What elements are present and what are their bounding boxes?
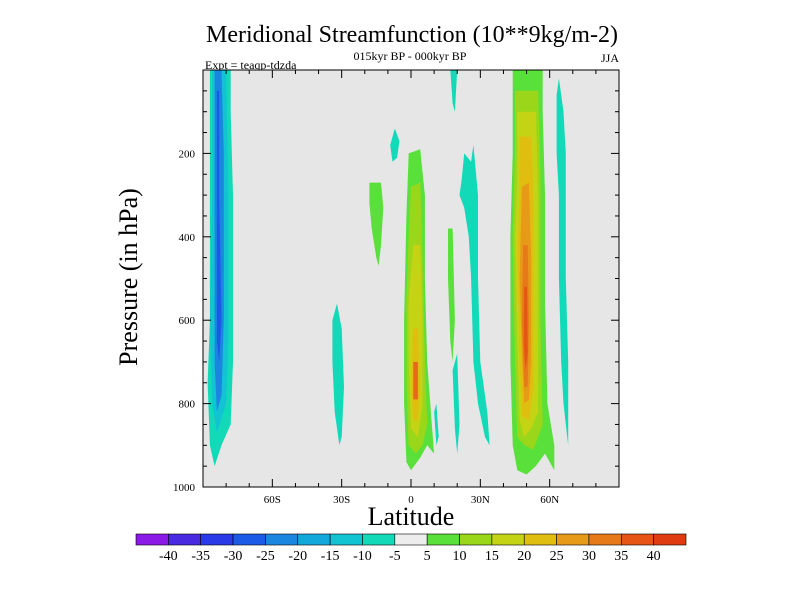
contour-region-11 [413,361,418,400]
colorbar-label: 10 [453,549,467,564]
colorbar-swatch [653,533,687,546]
contour-region-4 [332,303,344,446]
x-axis-ticks: 60S 30S 0 30N 60N [225,70,597,506]
x-tick-label: 0 [408,494,414,506]
contour-region-24 [556,78,569,446]
colorbar-label: 20 [517,549,531,564]
x-axis-label: Latitude [368,502,455,531]
colorbar-swatch [265,533,299,546]
colorbar-label: -40 [159,549,178,564]
contour-region-23 [523,286,528,371]
contour-region-14 [459,145,490,446]
x-tick-label: 30N [471,494,490,506]
colorbar-label: 25 [550,549,564,564]
colorbar-swatch [588,533,622,546]
plot-area: 60S 30S 0 30N 60N 200 400 600 800 1000 [173,69,620,506]
colorbar-swatch [556,533,590,546]
colorbar-swatch [394,533,428,546]
colorbar-label: -30 [224,549,243,564]
y-tick-label: 800 [179,399,196,411]
contour-region-12 [450,70,458,112]
colorbar-label: 5 [424,549,431,564]
x-tick-label: 30S [333,494,350,506]
colorbar-swatch [426,533,460,546]
colorbar-swatch [620,533,654,546]
contour-region-16 [434,403,439,446]
colorbar-swatch [459,533,493,546]
colorbar-label: -5 [389,549,401,564]
colorbar-swatch [232,533,266,546]
colorbar-swatch [168,533,202,546]
y-axis-ticks: 200 400 600 800 1000 [173,90,619,494]
x-tick-label: 60N [540,494,559,506]
colorbar-label: -15 [321,549,340,564]
colorbar-swatch [135,533,169,546]
y-tick-label: 400 [179,232,196,244]
colorbar-label: -20 [288,549,307,564]
x-tick-label: 60S [264,494,281,506]
y-tick-label: 1000 [173,482,196,494]
colorbar-swatch [297,533,331,546]
season-label: JJA [601,51,619,65]
colorbar-swatch [523,533,557,546]
colorbar-swatch [200,533,234,546]
contour-region-13 [448,228,455,362]
contour-region-15 [452,353,460,454]
y-axis-label: Pressure (in hPa) [114,188,143,366]
contour-region-6 [390,128,400,162]
contour-region-5 [369,182,384,266]
colorbar-label: 15 [485,549,499,564]
colorbar: -40 -35 -30 -25 -20 -15 -10 -5 5 10 15 20 25 30 35 40 [135,533,687,564]
colorbar-label: 35 [614,549,628,564]
colorbar-swatch [491,533,525,546]
colorbar-label: -35 [191,549,210,564]
colorbar-label: 30 [582,549,596,564]
colorbar-label: 40 [647,549,661,564]
chart-title: Meridional Streamfunction (10**9kg/m-2) [206,22,618,48]
colorbar-swatch [329,533,363,546]
colorbar-label: -10 [353,549,372,564]
chart-subtitle: 015kyr BP - 000kyr BP [354,49,467,63]
colorbar-label: -25 [256,549,275,564]
contour-fills [207,70,569,475]
colorbar-swatch [362,533,396,546]
contour-region-3 [216,90,222,362]
experiment-label: Expt = teaqp-tdzda [205,58,297,72]
y-tick-label: 600 [179,315,196,327]
y-tick-label: 200 [179,148,196,160]
